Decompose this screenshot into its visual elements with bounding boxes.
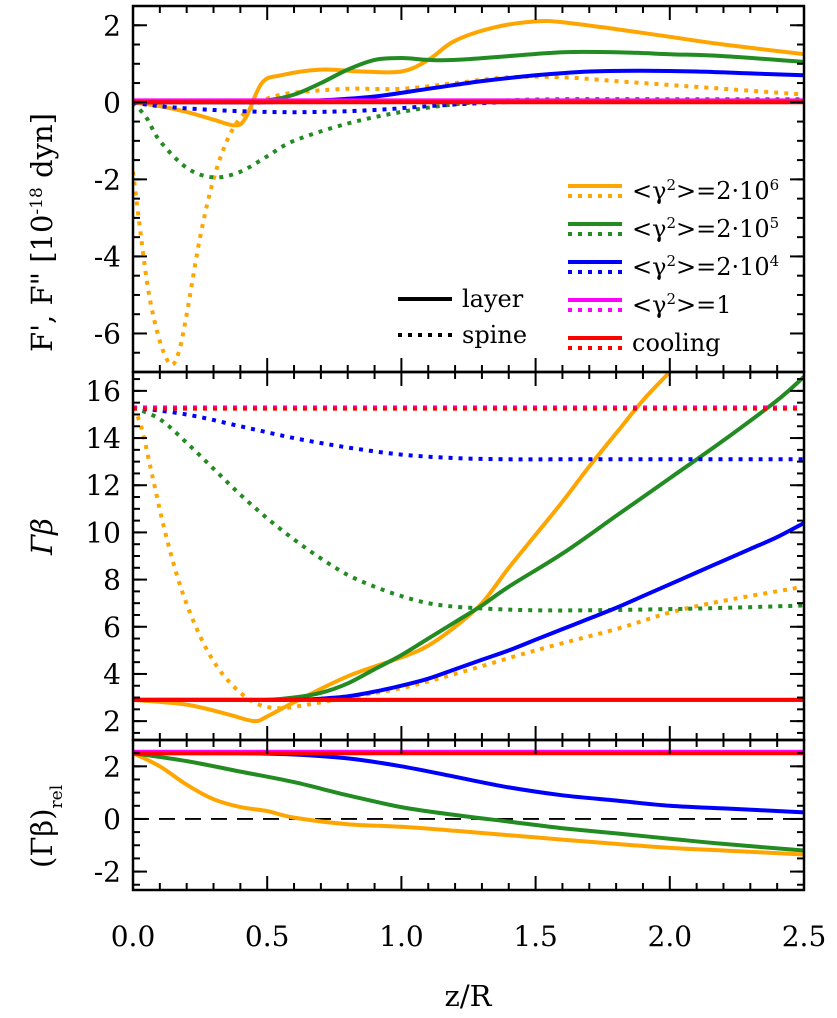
legend-entry: <γ2>=2·105	[632, 214, 779, 243]
y-tick-label: 2	[103, 705, 121, 738]
legend-entry: <γ2>=2·104	[632, 252, 779, 281]
legend-style-label: layer	[462, 285, 524, 313]
series-line-spine-2e4	[133, 405, 804, 462]
y-tick-label: 16	[85, 375, 121, 408]
legend-style-label: spine	[462, 321, 527, 349]
series-line-layer-2e5	[133, 49, 804, 105]
series-line-layer-2e6	[133, 372, 672, 724]
x-tick-label: 2.0	[648, 920, 693, 953]
y-tick-label: 8	[103, 564, 121, 597]
y-axis-label-gamma-beta-rel: (Γβ)rel	[25, 785, 67, 868]
y-tick-label: 14	[85, 422, 121, 455]
panel-gamma-beta-rel: 2 0 -2 0.0 0.5 1.0 1.5 2.0 2.5	[94, 738, 827, 953]
legend-entry: cooling	[632, 329, 721, 357]
series-line-layer-2e5	[133, 751, 804, 853]
y-tick-label: 6	[103, 611, 121, 644]
x-tick-label: 0.0	[111, 920, 156, 953]
series-line-spine-2e6	[133, 74, 804, 367]
y-tick-label: 10	[85, 516, 121, 549]
x-tick-label: 2.5	[782, 920, 827, 953]
series-line-spine-2e5	[133, 97, 804, 180]
y-tick-label: -4	[94, 240, 121, 273]
plot-frame	[131, 738, 806, 892]
y-axis-label-force: F', F" [10-18 dyn]	[25, 113, 59, 352]
plot-frame	[131, 370, 806, 742]
y-tick-label: -6	[94, 317, 121, 350]
y-tick-label: 0	[103, 803, 121, 836]
x-tick-label: 0.5	[245, 920, 290, 953]
panel-force: 2 0 -2 -4 -6	[94, 4, 806, 374]
series-line-layer-2e6	[133, 751, 804, 857]
y-tick-label: 0	[103, 86, 121, 119]
y-tick-label: -2	[94, 856, 121, 889]
x-axis-label: z/R	[445, 979, 493, 1013]
y-tick-label: 2	[103, 750, 121, 783]
legend: <γ2>=2·106 <γ2>=2·105 <γ2>=2·104 <γ2>=1 cool…	[398, 176, 779, 357]
x-tick-label: 1.5	[513, 920, 558, 953]
legend-entry: <γ2>=2·106	[632, 176, 779, 205]
series-line-spine-2e5	[133, 405, 804, 613]
panel-gamma-beta: 16 14 12 10 8 6 4 2	[85, 370, 806, 742]
series-line-layer-2e4	[133, 521, 804, 702]
y-tick-label: 12	[85, 469, 121, 502]
y-axis-label-gamma-beta: Γβ	[25, 518, 59, 556]
y-tick-label: 2	[103, 9, 121, 42]
series-line-layer-2e4	[133, 68, 804, 105]
series-line-layer-2e6	[133, 18, 804, 128]
x-tick-label: 1.0	[379, 920, 424, 953]
legend-entry: <γ2>=1	[632, 290, 732, 319]
y-tick-label: 4	[103, 658, 121, 691]
y-tick-label: -2	[94, 163, 121, 196]
